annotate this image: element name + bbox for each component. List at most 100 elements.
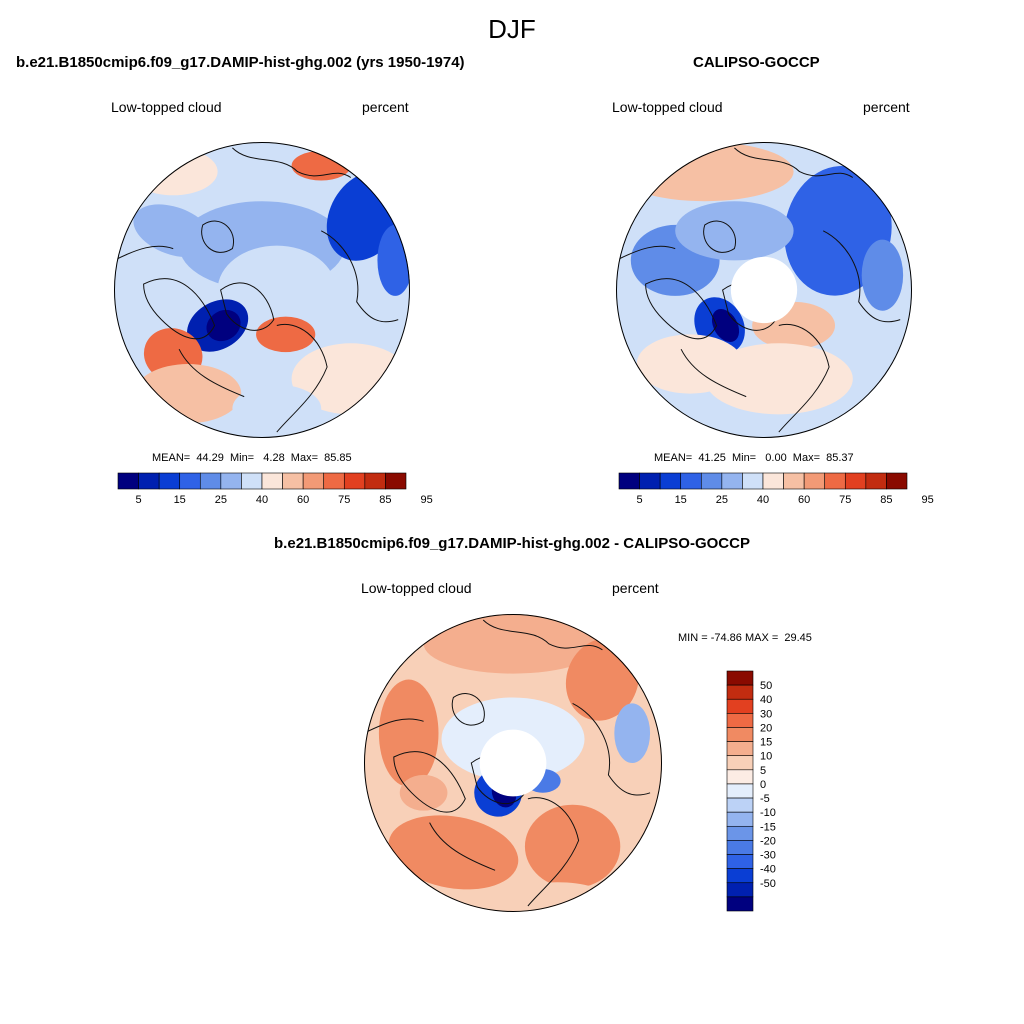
- pole-hole: [479, 729, 547, 797]
- panel3-units: percent: [612, 580, 659, 596]
- colorbar-swatch: [783, 472, 805, 490]
- colorbar-swatch: [844, 472, 867, 490]
- panel2-polar-map: [616, 142, 912, 438]
- coastline: [320, 230, 399, 323]
- colorbar-tick-label: -30: [760, 850, 776, 862]
- panel2-title: CALIPSO-GOCCP: [693, 54, 820, 71]
- colorbar-swatch: [659, 472, 682, 490]
- coastline: [572, 702, 651, 796]
- field-region: [423, 614, 603, 674]
- coastline: [220, 282, 275, 331]
- field-region: [388, 815, 519, 890]
- colorbar-tick-label: 85: [379, 494, 391, 506]
- field-region: [524, 804, 621, 889]
- field-region: [378, 679, 439, 787]
- coastline: [703, 220, 737, 253]
- coastline: [482, 619, 603, 651]
- field-region: [217, 245, 336, 335]
- panel1-title: b.e21.B1850cmip6.f09_g17.DAMIP-hist-ghg.…: [16, 54, 465, 71]
- colorbar-swatch: [282, 472, 304, 490]
- panel1-colorbar: 5 15 25 40 60 75 85 95: [117, 472, 433, 506]
- colorbar-swatch: [261, 472, 283, 490]
- colorbar-swatch: [824, 472, 846, 490]
- colorbar-tick-label: -50: [760, 878, 776, 890]
- colorbar-swatch: [726, 713, 754, 728]
- colorbar-tick-label: 40: [760, 694, 772, 706]
- colorbar-swatch: [726, 811, 754, 827]
- coastline: [822, 230, 901, 323]
- colorbar-tick-label: 95: [420, 494, 432, 506]
- colorbar-swatch: [343, 472, 366, 490]
- map-border: [114, 142, 410, 438]
- field-region: [377, 224, 410, 296]
- panel1-stats: MEAN= 44.29 Min= 4.28 Max= 85.85: [152, 452, 352, 464]
- field-region: [861, 239, 904, 311]
- colorbar-tick-label: 40: [757, 494, 769, 506]
- colorbar-swatch: [721, 472, 743, 490]
- colorbar-tick-label: 5: [760, 765, 766, 777]
- coastline: [451, 693, 485, 726]
- colorbar-tick-label: 25: [716, 494, 728, 506]
- panel3-polar-map: [364, 614, 662, 912]
- colorbar-swatch: [726, 825, 754, 841]
- panel2-variable: Low-topped cloud: [612, 99, 723, 115]
- field-region: [704, 343, 853, 415]
- colorbar-tick-label: 5: [637, 494, 643, 506]
- colorbar-swatch: [385, 472, 407, 490]
- colorbar-tick-label: 75: [338, 494, 350, 506]
- season-title: DJF: [488, 14, 536, 44]
- colorbar-swatch: [803, 472, 826, 490]
- colorbar-swatch: [302, 472, 325, 490]
- colorbar-swatch: [726, 670, 754, 686]
- field-region: [134, 364, 242, 424]
- colorbar-tick-label: 50: [760, 680, 772, 692]
- coastline: [201, 220, 235, 253]
- field-region: [206, 309, 241, 342]
- colorbar-tick-label: 30: [760, 708, 772, 720]
- field-region: [711, 309, 740, 343]
- coastline: [527, 797, 580, 907]
- panel3-title: b.e21.B1850cmip6.f09_g17.DAMIP-hist-ghg.…: [274, 535, 750, 552]
- colorbar-swatch: [117, 472, 139, 490]
- colorbar-swatch: [364, 472, 386, 490]
- colorbar-swatch: [886, 472, 908, 490]
- colorbar-swatch: [726, 769, 754, 785]
- coastline: [232, 147, 352, 178]
- coastline: [680, 348, 747, 398]
- panel2-colorbar: 5 15 25 40 60 75 85 95: [618, 472, 934, 506]
- colorbar-swatch: [618, 472, 640, 490]
- colorbar-swatch: [680, 472, 702, 490]
- coastline: [276, 323, 328, 433]
- field-region: [256, 316, 316, 353]
- colorbar-tick-label: -15: [760, 821, 776, 833]
- colorbar-swatch: [742, 472, 764, 490]
- colorbar-swatch: [241, 472, 263, 490]
- colorbar-swatch: [726, 684, 754, 700]
- colorbar-swatch: [726, 854, 754, 869]
- coastline: [364, 718, 424, 734]
- colorbar-swatch: [199, 472, 222, 490]
- field-region: [675, 201, 794, 261]
- colorbar-tick-label: 15: [174, 494, 186, 506]
- colorbar-tick-label: 25: [215, 494, 227, 506]
- colorbar-tick-label: 75: [839, 494, 851, 506]
- coastline: [114, 245, 174, 261]
- colorbar-tick-label: -10: [760, 807, 776, 819]
- field-region: [232, 384, 322, 433]
- colorbar-tick-label: 20: [760, 723, 772, 735]
- colorbar-swatch: [726, 727, 754, 742]
- coastline: [143, 278, 216, 340]
- colorbar-swatch: [138, 472, 160, 490]
- panel2-units: percent: [863, 99, 910, 115]
- colorbar-swatch: [700, 472, 723, 490]
- map-border: [616, 142, 912, 438]
- colorbar-swatch: [726, 741, 754, 757]
- colorbar-swatch: [726, 882, 754, 898]
- colorbar-swatch: [726, 868, 754, 884]
- coastline: [393, 751, 466, 813]
- panel2-stats: MEAN= 41.25 Min= 0.00 Max= 85.37: [654, 452, 854, 464]
- colorbar-tick-label: 60: [297, 494, 309, 506]
- colorbar-tick-label: 85: [880, 494, 892, 506]
- coastline: [734, 147, 854, 178]
